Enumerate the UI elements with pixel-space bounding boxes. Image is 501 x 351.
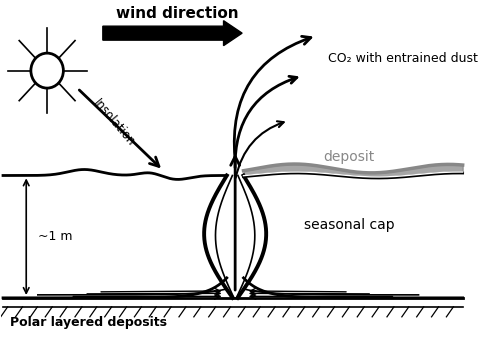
Text: Insolation: Insolation <box>91 97 138 149</box>
FancyArrow shape <box>103 21 242 46</box>
Text: wind direction: wind direction <box>116 6 238 21</box>
Text: deposit: deposit <box>323 150 375 164</box>
Text: Polar layered deposits: Polar layered deposits <box>10 316 167 329</box>
Text: ~1 m: ~1 m <box>38 230 72 243</box>
Text: seasonal cap: seasonal cap <box>304 218 394 232</box>
Text: CO₂ with entrained dust: CO₂ with entrained dust <box>328 52 478 65</box>
